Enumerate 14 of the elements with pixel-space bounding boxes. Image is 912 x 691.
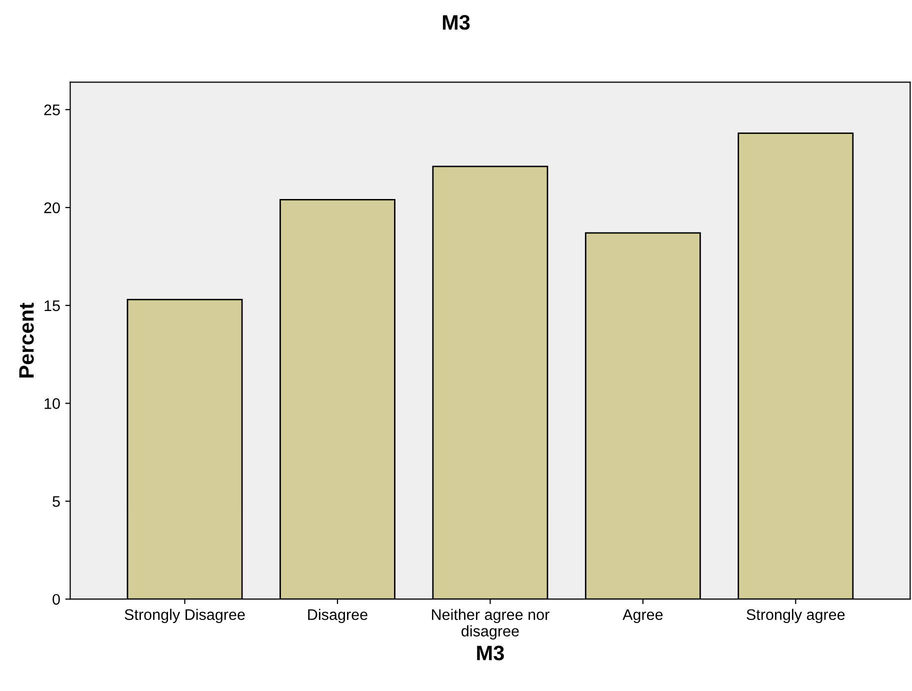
x-tick-label: Strongly agree: [746, 608, 845, 624]
x-tick-label: Agree: [622, 609, 663, 624]
y-axis-title: Percent: [19, 302, 34, 378]
y-tick-label: 5: [52, 496, 60, 507]
y-tick-label: 0: [52, 594, 60, 605]
y-tick-label: 25: [44, 104, 60, 116]
chart-title: M3: [442, 15, 470, 30]
x-axis-title: M3: [477, 646, 504, 660]
y-tick-label: 10: [44, 398, 60, 409]
y-tick-label: 20: [44, 202, 60, 214]
x-tick-label: Neither agree nor disagree: [432, 608, 550, 640]
x-tick-label: Disagree: [308, 608, 368, 624]
y-tick-label: 15: [44, 300, 60, 312]
x-tick-label: Strongly Disagree: [124, 608, 245, 624]
